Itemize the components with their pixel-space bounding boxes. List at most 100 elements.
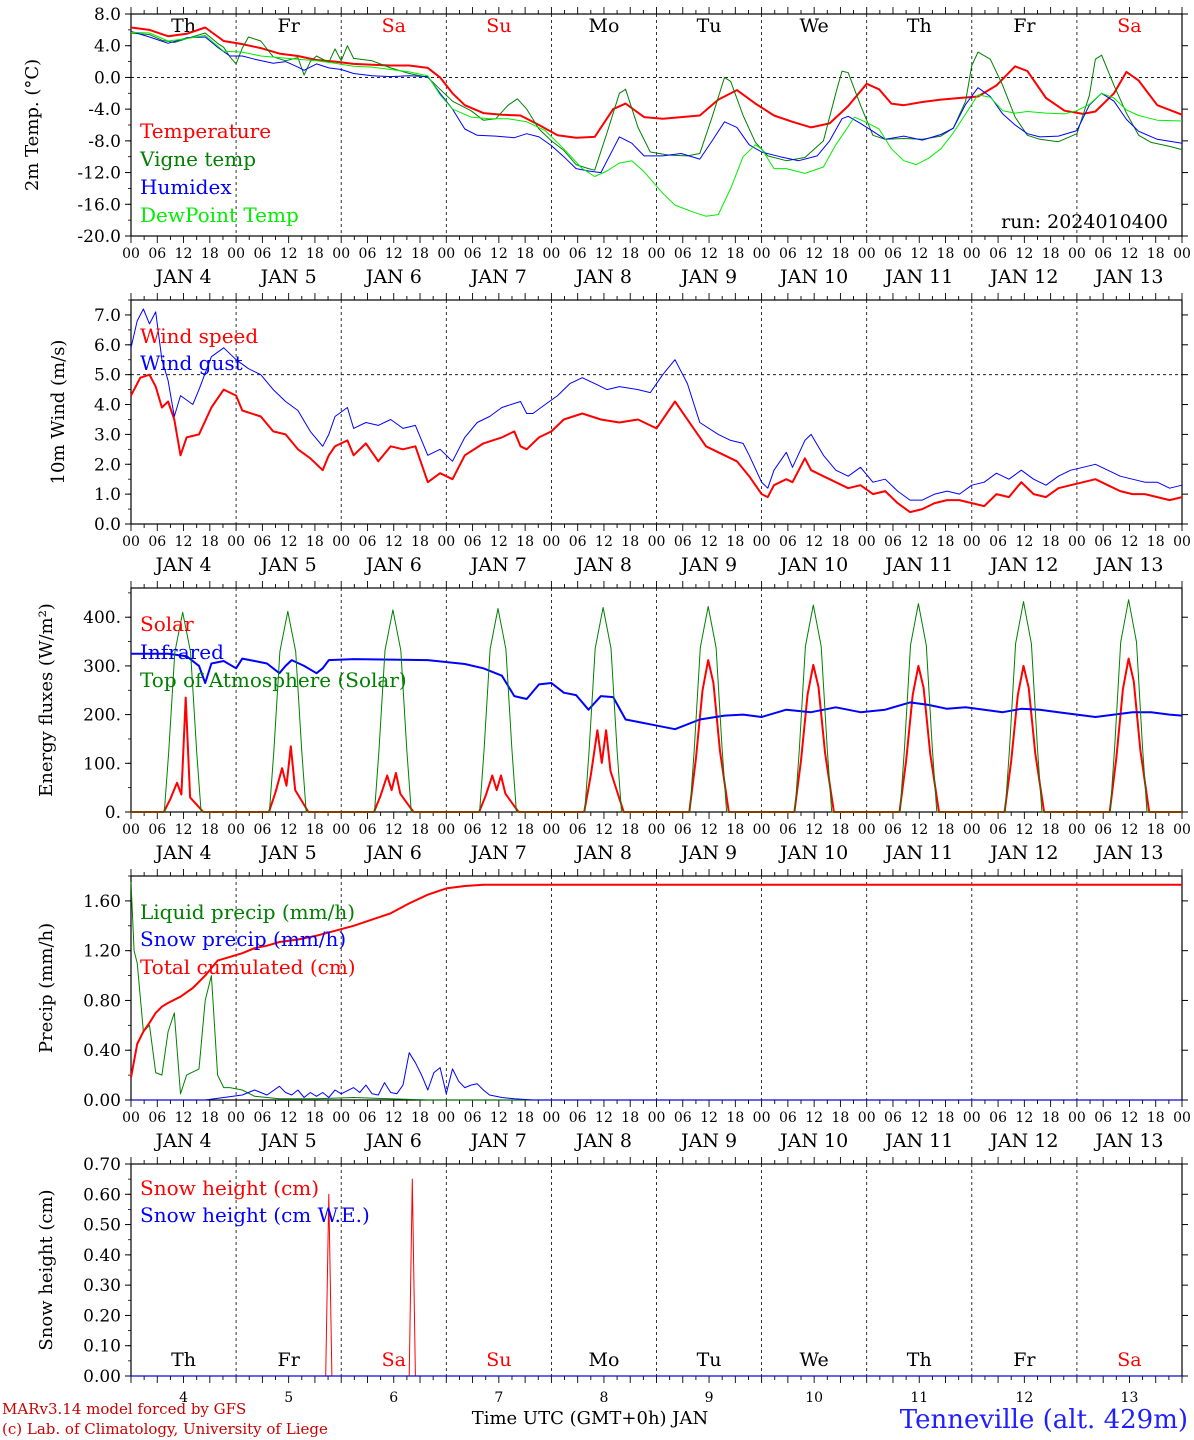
weekday-label: Th — [171, 15, 196, 37]
plot-frame — [130, 587, 1183, 813]
x-hour-label: 12 — [700, 246, 718, 262]
x-date-label: JAN 9 — [679, 554, 737, 576]
y-tick-label: 4.0 — [94, 396, 121, 416]
x-hour-label: 12 — [490, 822, 508, 838]
x-hour-label: 18 — [621, 534, 639, 550]
x-hour-label: 12 — [175, 1110, 193, 1126]
x-hour-label: 18 — [201, 822, 219, 838]
x-hour-label: 18 — [1042, 822, 1060, 838]
x-date-label: JAN 7 — [469, 266, 527, 288]
x-hour-label: 18 — [832, 534, 850, 550]
weekday-label: Sa — [382, 1349, 406, 1371]
x-hour-label: 18 — [832, 822, 850, 838]
x-hour-label: 00 — [648, 246, 666, 262]
x-hour-label: 06 — [674, 1110, 692, 1126]
y-tick-label: 1.0 — [94, 485, 121, 505]
x-day-label: 6 — [389, 1390, 398, 1406]
x-hour-label: 18 — [1042, 246, 1060, 262]
x-hour-label: 18 — [516, 534, 534, 550]
series-line-wind-speed — [130, 373, 1183, 514]
x-date-label: JAN 13 — [1093, 842, 1163, 864]
x-hour-label: 18 — [411, 822, 429, 838]
x-hour-label: 00 — [122, 246, 140, 262]
x-hour-label: 00 — [122, 822, 140, 838]
weekday-label: Th — [907, 15, 932, 37]
x-hour-label: 06 — [674, 822, 692, 838]
x-date-label: JAN 6 — [364, 1130, 422, 1152]
x-hour-label: 18 — [411, 1110, 429, 1126]
weekday-label: Sa — [1117, 1349, 1141, 1371]
x-hour-label: 00 — [227, 822, 245, 838]
x-hour-label: 00 — [963, 822, 981, 838]
x-hour-label: 06 — [359, 246, 377, 262]
x-hour-label: 12 — [910, 246, 928, 262]
x-hour-label: 06 — [674, 534, 692, 550]
x-hour-label: 18 — [937, 246, 955, 262]
x-hour-label: 06 — [779, 1110, 797, 1126]
x-hour-label: 00 — [332, 822, 350, 838]
x-hour-label: 12 — [805, 822, 823, 838]
x-hour-label: 00 — [1173, 822, 1191, 838]
x-day-label: 5 — [284, 1390, 293, 1406]
x-hour-label: 18 — [1042, 1110, 1060, 1126]
x-date-label: JAN 12 — [988, 266, 1058, 288]
x-hour-label: 06 — [569, 534, 587, 550]
x-hour-label: 00 — [542, 1110, 560, 1126]
x-hour-label: 06 — [989, 246, 1007, 262]
legend-entry: Top of Atmosphere (Solar) — [140, 668, 407, 692]
x-date-label: JAN 10 — [778, 1130, 848, 1152]
x-hour-label: 06 — [253, 822, 271, 838]
x-hour-label: 18 — [306, 246, 324, 262]
x-hour-label: 00 — [753, 246, 771, 262]
x-hour-label: 12 — [1121, 822, 1139, 838]
x-hour-label: 12 — [1015, 1110, 1033, 1126]
x-hour-label: 00 — [122, 534, 140, 550]
x-day-label: 4 — [179, 1390, 188, 1406]
x-day-label: 13 — [1121, 1390, 1139, 1406]
x-hour-label: 06 — [1094, 534, 1112, 550]
x-hour-label: 06 — [253, 1110, 271, 1126]
weekday-label: Th — [907, 1349, 932, 1371]
legend-entry: Liquid precip (mm/h) — [140, 900, 355, 924]
y-tick-label: -12.0 — [77, 164, 121, 184]
x-hour-label: 06 — [464, 534, 482, 550]
y-axis-title: Precip (mm/h) — [36, 923, 57, 1053]
x-date-label: JAN 5 — [259, 1130, 317, 1152]
x-hour-label: 18 — [937, 1110, 955, 1126]
weekday-label: Fr — [1013, 1349, 1036, 1371]
x-hour-label: 12 — [1015, 246, 1033, 262]
x-hour-label: 00 — [332, 534, 350, 550]
x-hour-label: 18 — [1042, 534, 1060, 550]
x-hour-label: 12 — [385, 246, 403, 262]
x-date-label: JAN 7 — [469, 554, 527, 576]
x-hour-label: 06 — [1094, 246, 1112, 262]
x-date-label: JAN 9 — [679, 842, 737, 864]
panel-2: 7.0 6.0 5.0 4.0 3.0 2.0 1.0 0.0 10m Wind (m/s) 00… — [48, 293, 1191, 576]
x-hour-label: 06 — [464, 822, 482, 838]
weekday-label: Mo — [588, 1349, 619, 1371]
y-tick-label: 0.30 — [83, 1276, 121, 1296]
x-hour-label: 12 — [1015, 534, 1033, 550]
x-hour-label: 12 — [595, 1110, 613, 1126]
x-date-label: JAN 8 — [574, 1130, 632, 1152]
x-hour-label: 12 — [910, 1110, 928, 1126]
x-hour-label: 06 — [779, 534, 797, 550]
x-hour-label: 12 — [1121, 534, 1139, 550]
series-line-top-of-atmosphere-solar — [131, 599, 1182, 813]
x-hour-label: 18 — [1147, 246, 1165, 262]
y-tick-label: 400. — [83, 608, 121, 628]
x-hour-label: 18 — [516, 1110, 534, 1126]
x-hour-label: 00 — [1068, 822, 1086, 838]
x-date-label: JAN 13 — [1093, 266, 1163, 288]
x-date-label: JAN 6 — [364, 554, 422, 576]
legend-entry: Wind speed — [140, 324, 258, 348]
panel-5: 0.70 0.60 0.50 0.40 0.30 0.20 0.10 0.00 Snow hei… — [36, 1155, 1188, 1406]
x-hour-label: 12 — [490, 246, 508, 262]
y-tick-label: 6.0 — [94, 336, 121, 356]
legend-entry: Snow height (cm W.E.) — [140, 1203, 370, 1227]
x-hour-label: 12 — [700, 1110, 718, 1126]
x-hour-label: 12 — [1015, 822, 1033, 838]
x-date-label: JAN 10 — [778, 842, 848, 864]
x-hour-label: 00 — [858, 822, 876, 838]
